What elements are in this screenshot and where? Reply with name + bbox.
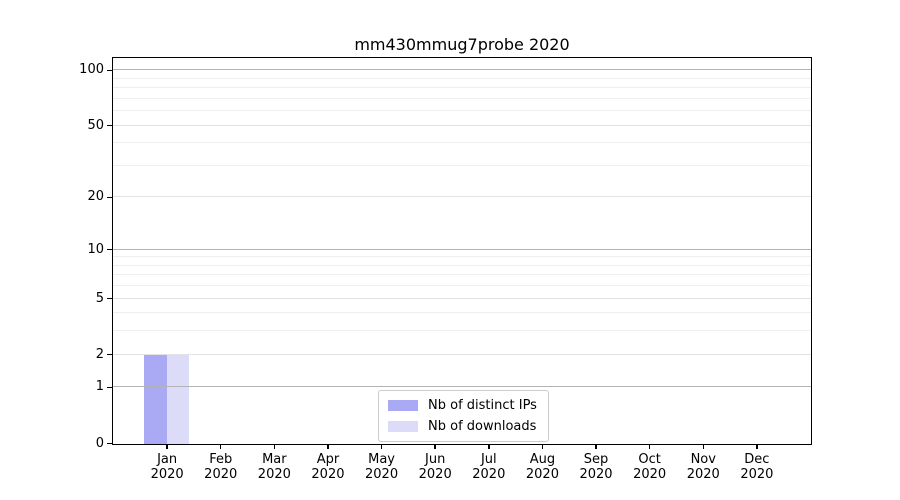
y-tick-label: 100 bbox=[79, 62, 104, 78]
x-tick-label: Jul 2020 bbox=[472, 452, 506, 482]
x-tick-label: Mar 2020 bbox=[257, 452, 291, 482]
y-tick bbox=[107, 196, 112, 199]
y-tick bbox=[107, 386, 112, 389]
y-tick-label: 0 bbox=[95, 435, 104, 451]
x-tick-label: May 2020 bbox=[365, 452, 399, 482]
x-tick-label: Sep 2020 bbox=[579, 452, 613, 482]
x-tick bbox=[756, 445, 758, 449]
y-gridline bbox=[113, 312, 811, 314]
y-tick-label: 10 bbox=[87, 241, 104, 257]
y-tick-label: 50 bbox=[87, 117, 104, 133]
x-tick bbox=[327, 445, 329, 449]
y-gridline bbox=[113, 248, 811, 250]
x-tick-label: Feb 2020 bbox=[204, 452, 238, 482]
bar bbox=[144, 355, 167, 444]
y-gridline bbox=[113, 87, 811, 89]
y-tick bbox=[107, 124, 112, 127]
x-tick-label: Oct 2020 bbox=[633, 452, 667, 482]
x-tick bbox=[380, 445, 383, 449]
y-tick bbox=[107, 69, 112, 72]
legend-label-distinct-ips: Nb of distinct IPs bbox=[428, 398, 537, 413]
x-tick bbox=[273, 445, 276, 449]
y-gridline bbox=[113, 274, 811, 276]
y-gridline bbox=[113, 196, 811, 198]
y-gridline bbox=[113, 297, 811, 299]
x-tick bbox=[488, 445, 490, 449]
y-gridline bbox=[113, 97, 811, 99]
y-tick bbox=[107, 248, 112, 251]
x-tick-label: Dec 2020 bbox=[740, 452, 774, 482]
legend-item-downloads: Nb of downloads bbox=[388, 417, 537, 436]
chart-title: mm430mmug7probe 2020 bbox=[354, 35, 570, 54]
y-tick-label: 20 bbox=[87, 189, 104, 205]
y-gridline bbox=[113, 164, 811, 166]
x-tick bbox=[434, 445, 436, 449]
x-tick-label: Apr 2020 bbox=[311, 452, 345, 482]
y-gridline bbox=[113, 142, 811, 144]
x-tick-label: Aug 2020 bbox=[525, 452, 559, 482]
y-gridline bbox=[113, 77, 811, 79]
y-tick bbox=[107, 442, 112, 445]
x-tick bbox=[702, 445, 705, 449]
y-gridline bbox=[113, 110, 811, 112]
y-tick-label: 1 bbox=[95, 379, 104, 395]
x-tick bbox=[541, 445, 544, 449]
legend-label-downloads: Nb of downloads bbox=[428, 419, 537, 434]
legend-item-distinct-ips: Nb of distinct IPs bbox=[388, 396, 537, 415]
legend-swatch-downloads-icon bbox=[388, 421, 418, 432]
x-tick bbox=[648, 445, 651, 449]
x-tick-label: Jun 2020 bbox=[418, 452, 452, 482]
plot-area bbox=[112, 57, 812, 445]
y-tick bbox=[107, 297, 112, 300]
legend-swatch-distinct-ips-icon bbox=[388, 400, 418, 411]
y-gridline bbox=[113, 353, 811, 355]
x-tick bbox=[166, 445, 168, 449]
y-gridline bbox=[113, 330, 811, 332]
y-tick-label: 5 bbox=[95, 290, 104, 306]
y-gridline bbox=[113, 386, 811, 388]
bar bbox=[166, 355, 190, 444]
x-tick-label: Jan 2020 bbox=[150, 452, 184, 482]
y-tick-label: 2 bbox=[95, 346, 104, 362]
x-tick bbox=[219, 445, 222, 449]
y-gridline bbox=[113, 256, 811, 258]
legend: Nb of distinct IPs Nb of downloads bbox=[378, 390, 549, 442]
x-tick bbox=[595, 445, 597, 449]
y-gridline bbox=[113, 69, 811, 71]
x-tick-label: Nov 2020 bbox=[686, 452, 720, 482]
y-gridline bbox=[113, 264, 811, 266]
y-gridline bbox=[113, 124, 811, 126]
y-gridline bbox=[113, 285, 811, 287]
y-tick bbox=[107, 353, 112, 356]
